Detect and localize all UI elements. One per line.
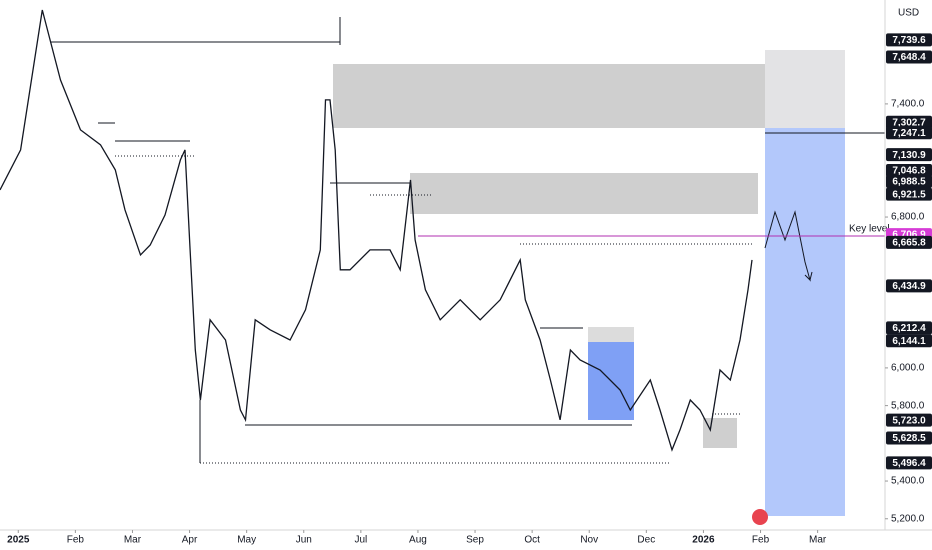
price-tag-label: 6,921.5 [892, 189, 926, 200]
x-tick-label: Sep [466, 535, 484, 546]
x-tick-label: 2025 [7, 535, 30, 546]
price-tag-label: 5,723.0 [892, 415, 926, 426]
price-tag [886, 50, 932, 64]
price-tag-label: 6,434.9 [892, 281, 926, 292]
zone [765, 50, 845, 128]
price-tag-label: 6,988.5 [892, 177, 926, 188]
zone [410, 173, 758, 214]
price-tag [886, 321, 932, 335]
price-tag-label: 6,144.1 [892, 336, 926, 347]
price-tag-label: 5,496.4 [892, 458, 926, 469]
y-tick-label: 5,200.0 [891, 513, 925, 524]
x-tick-label: Jun [296, 535, 312, 546]
price-tag [886, 334, 932, 348]
x-tick-label: Nov [580, 535, 598, 546]
price-tag [886, 33, 932, 47]
price-tag [886, 456, 932, 470]
price-tag-label: 6,665.8 [892, 237, 926, 248]
x-tick-label: Mar [809, 535, 827, 546]
y-tick-label: 6,800.0 [891, 212, 925, 223]
price-tag-label: 6,706.9 [892, 230, 926, 241]
y-tick-label: 6,000.0 [891, 363, 925, 374]
price-tag [886, 126, 932, 140]
drawings: Key level [50, 17, 890, 525]
price-tag-label: 7,302.7 [892, 117, 926, 128]
zone [703, 418, 737, 448]
projection-path [764, 210, 813, 282]
x-tick-label: Mar [124, 535, 142, 546]
price-tag-label: 7,739.6 [892, 35, 926, 46]
y-tick-label: 7,400.0 [891, 99, 925, 110]
price-tag [886, 187, 932, 201]
x-tick-label: Oct [524, 535, 540, 546]
zone [333, 64, 765, 128]
price-tag-label: 7,046.8 [892, 166, 926, 177]
price-tag [886, 164, 932, 178]
x-tick-label: Dec [637, 535, 655, 546]
y-tick-label: 5,400.0 [891, 476, 925, 487]
zone [588, 327, 634, 342]
price-tag-label: 6,212.4 [892, 323, 926, 334]
x-tick-label: 2026 [692, 535, 715, 546]
price-tag [886, 431, 932, 445]
x-tick-label: Feb [752, 535, 770, 546]
price-line [0, 9, 753, 452]
x-tick-label: Apr [182, 535, 198, 546]
price-tag-label: 7,130.9 [892, 150, 926, 161]
price-tag [886, 235, 932, 249]
annotation: Key level [849, 224, 890, 235]
y-tick-label: 5,800.0 [891, 400, 925, 411]
price-tag [886, 148, 932, 162]
price-tag-label: 7,648.4 [892, 52, 926, 63]
x-tick-label: May [237, 535, 256, 546]
currency-label: USD [898, 8, 919, 19]
zone [765, 128, 845, 516]
price-tag [886, 279, 932, 293]
x-tick-label: Aug [409, 535, 427, 546]
price-tag [886, 115, 932, 129]
price-tag-label: 5,628.5 [892, 433, 926, 444]
x-tick-label: Feb [67, 535, 85, 546]
price-tag [886, 413, 932, 427]
x-tick-label: Jul [354, 535, 367, 546]
event-icon [752, 509, 768, 525]
price-tag [886, 175, 932, 188]
price-tag-label: 7,247.1 [892, 128, 926, 139]
